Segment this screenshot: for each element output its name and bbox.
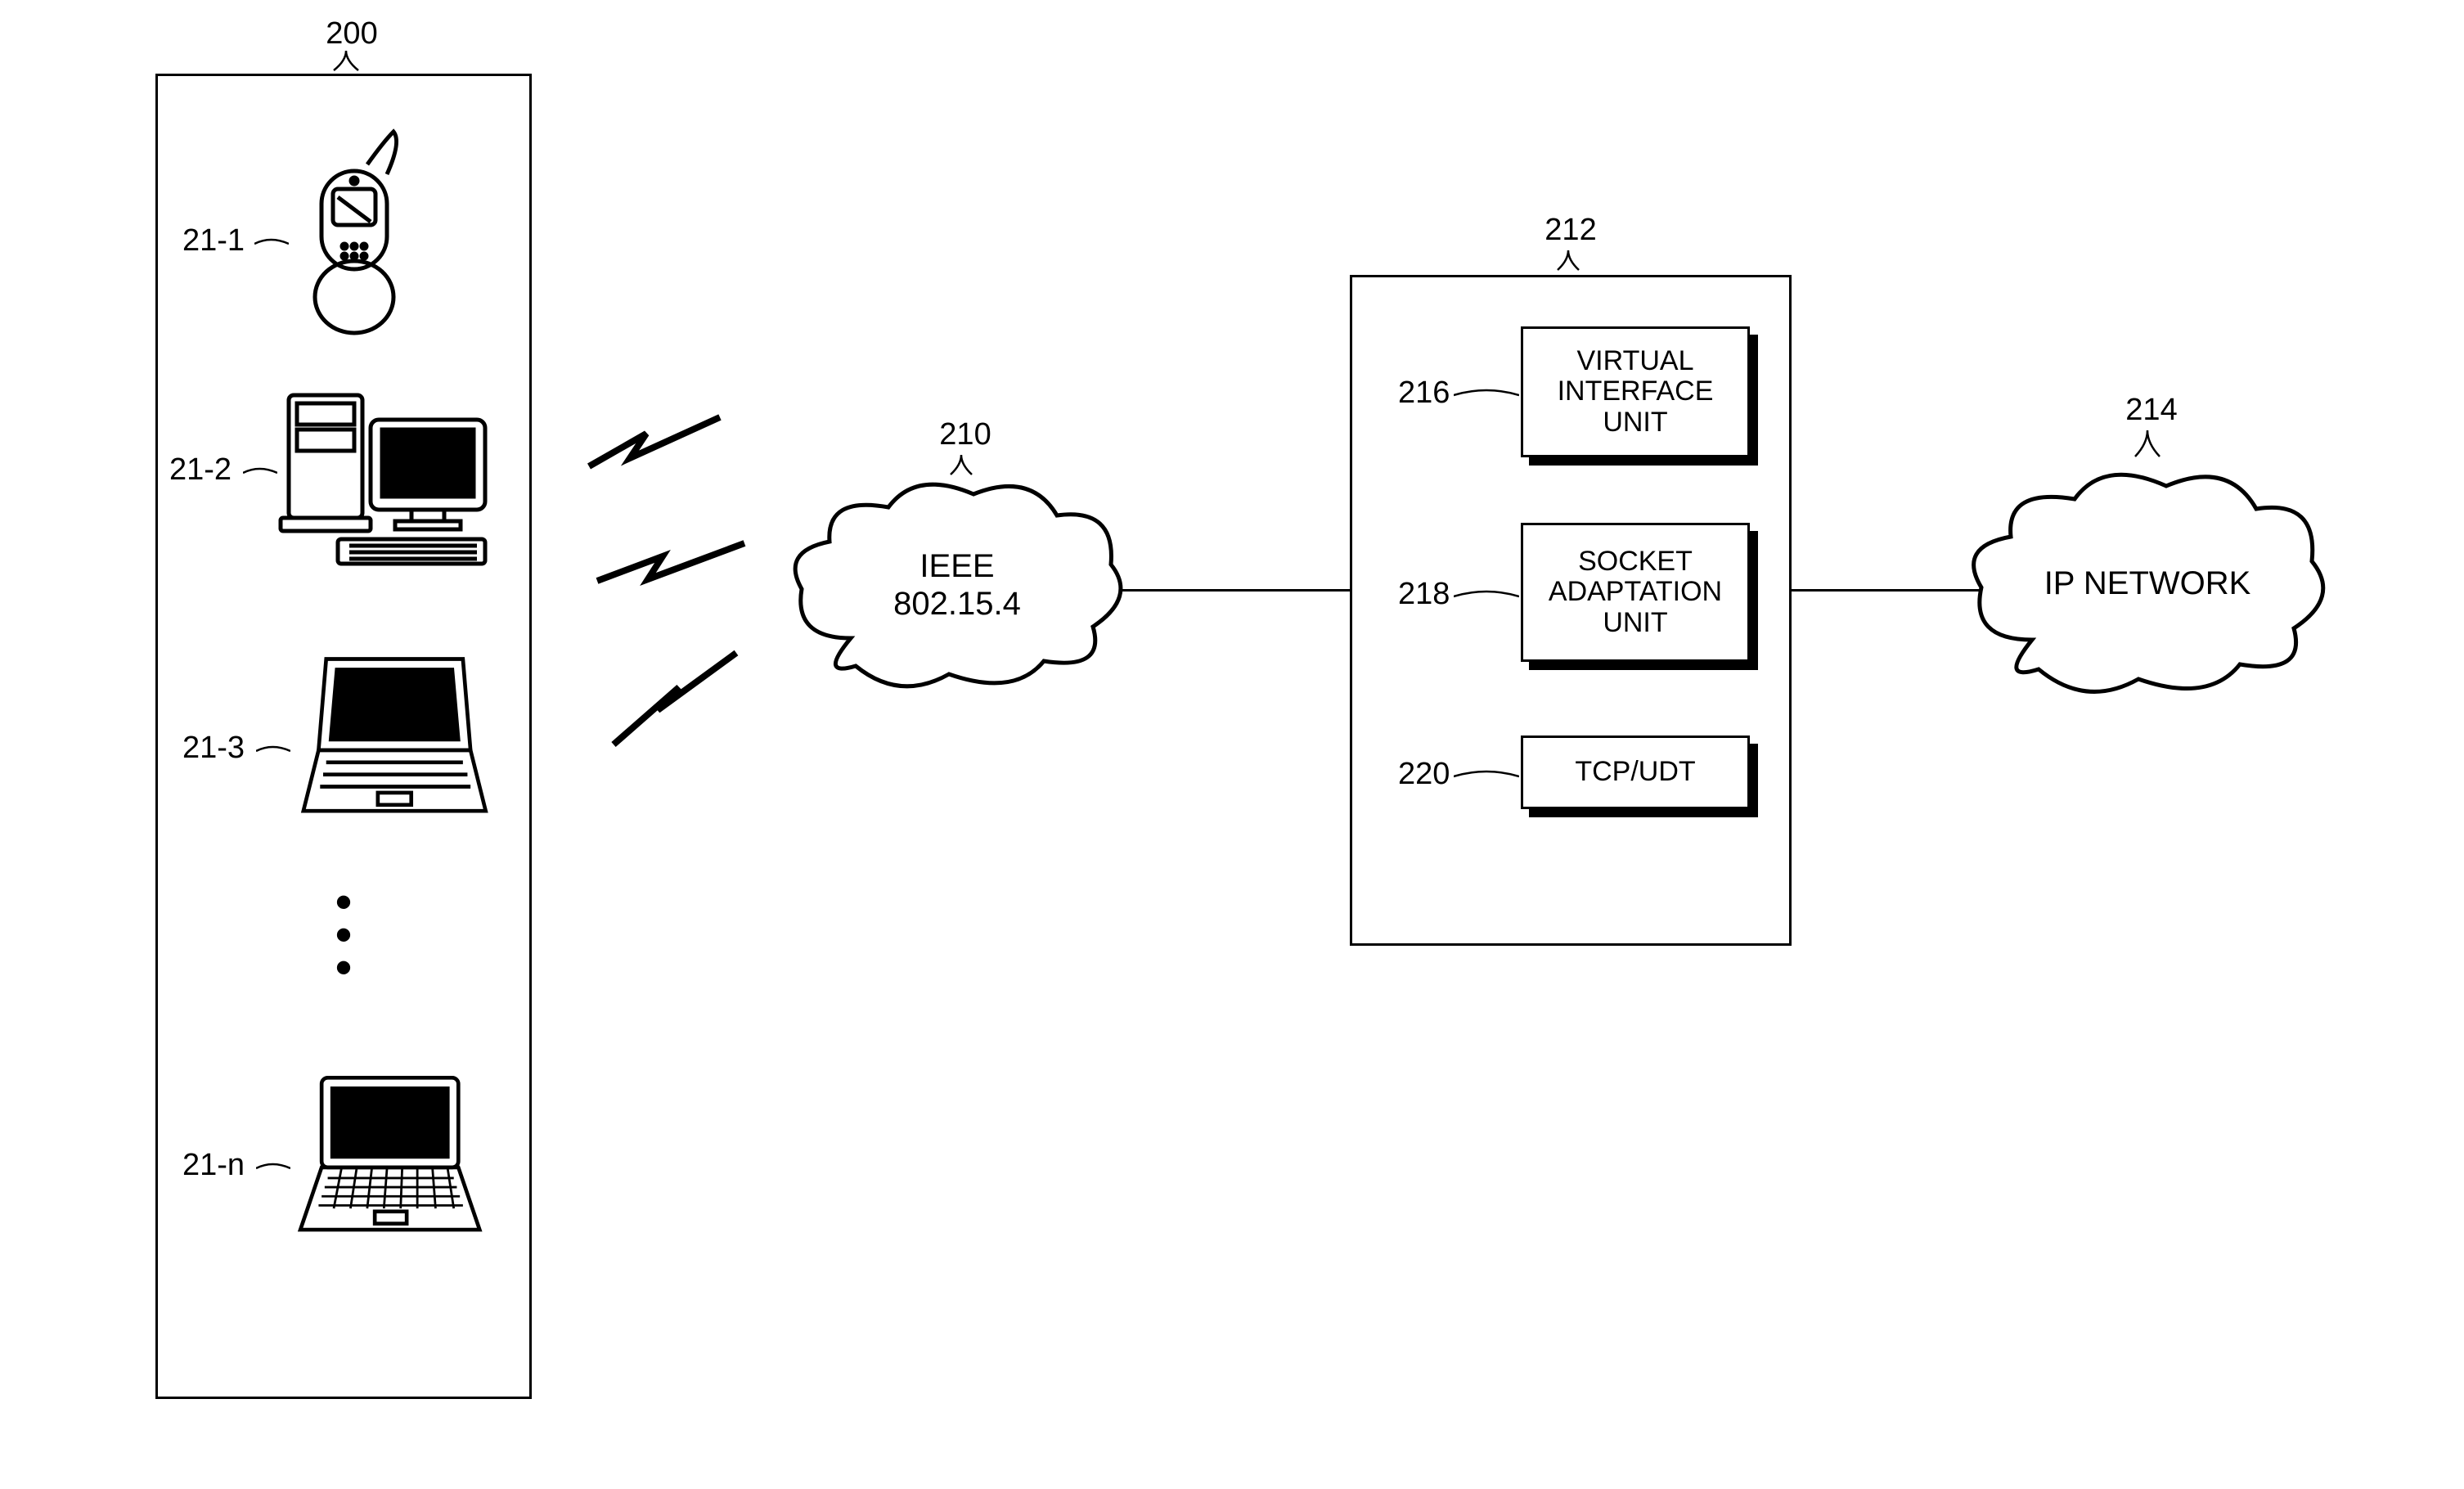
bolt-2-icon xyxy=(589,532,753,614)
unit-220: TCP/UDT xyxy=(1521,736,1750,809)
ref-212: 212 xyxy=(1530,213,1612,248)
unit-218-text: SOCKET ADAPTATION UNIT xyxy=(1549,547,1722,638)
ieee-line1: IEEE xyxy=(920,548,994,584)
bolt-3-icon xyxy=(605,646,744,753)
ieee-cloud: IEEE 802.15.4 xyxy=(785,475,1129,695)
device-21-3-label: 21-3 xyxy=(182,731,245,766)
device-21-n-label: 21-n xyxy=(182,1148,245,1183)
lead-220 xyxy=(1454,768,1519,785)
link-cloud-gateway xyxy=(1122,589,1351,592)
lead-212 xyxy=(1548,250,1589,275)
lead-200 xyxy=(326,51,366,75)
ieee-line2: 802.15.4 xyxy=(893,586,1021,622)
unit-216-text: VIRTUAL INTERFACE UNIT xyxy=(1558,346,1714,438)
desktop-icon xyxy=(272,379,501,575)
lead-214 xyxy=(2127,430,2168,463)
ip-cloud-text: IP NETWORK xyxy=(1963,565,2331,602)
device-21-2-label: 21-2 xyxy=(169,452,232,488)
laptop1-icon xyxy=(281,649,493,829)
lead-216 xyxy=(1454,387,1519,403)
ref-218: 218 xyxy=(1398,577,1450,612)
device-21-1: 21-1 xyxy=(158,125,529,338)
device-21-3: 21-3 xyxy=(158,641,529,845)
lead-218 xyxy=(1454,588,1519,605)
device-group-box: 21-1 21-2 xyxy=(155,74,532,1399)
ref-200: 200 xyxy=(311,16,393,52)
ref-216: 216 xyxy=(1398,376,1450,411)
bolt-1-icon xyxy=(581,409,728,499)
ref-214: 214 xyxy=(2111,393,2192,428)
device-21-1-label: 21-1 xyxy=(182,223,245,259)
ellipsis-dots: ••• xyxy=(335,886,352,984)
link-gateway-ip xyxy=(1792,589,1988,592)
device-21-n: 21-n xyxy=(158,1058,529,1271)
ref-220: 220 xyxy=(1398,757,1450,792)
ref-210: 210 xyxy=(924,417,1006,452)
unit-216: VIRTUAL INTERFACE UNIT xyxy=(1521,326,1750,457)
phone-icon xyxy=(289,125,420,338)
device-21-2: 21-2 xyxy=(158,379,529,592)
gateway-box: VIRTUAL INTERFACE UNIT SOCKET ADAPTATION… xyxy=(1350,275,1792,946)
unit-220-text: TCP/UDT xyxy=(1575,757,1695,787)
ip-cloud: IP NETWORK xyxy=(1963,465,2331,702)
device-21-1-lead xyxy=(254,236,289,252)
laptop2-icon xyxy=(281,1066,493,1246)
unit-218: SOCKET ADAPTATION UNIT xyxy=(1521,523,1750,662)
ieee-cloud-text: IEEE 802.15.4 xyxy=(785,547,1129,623)
